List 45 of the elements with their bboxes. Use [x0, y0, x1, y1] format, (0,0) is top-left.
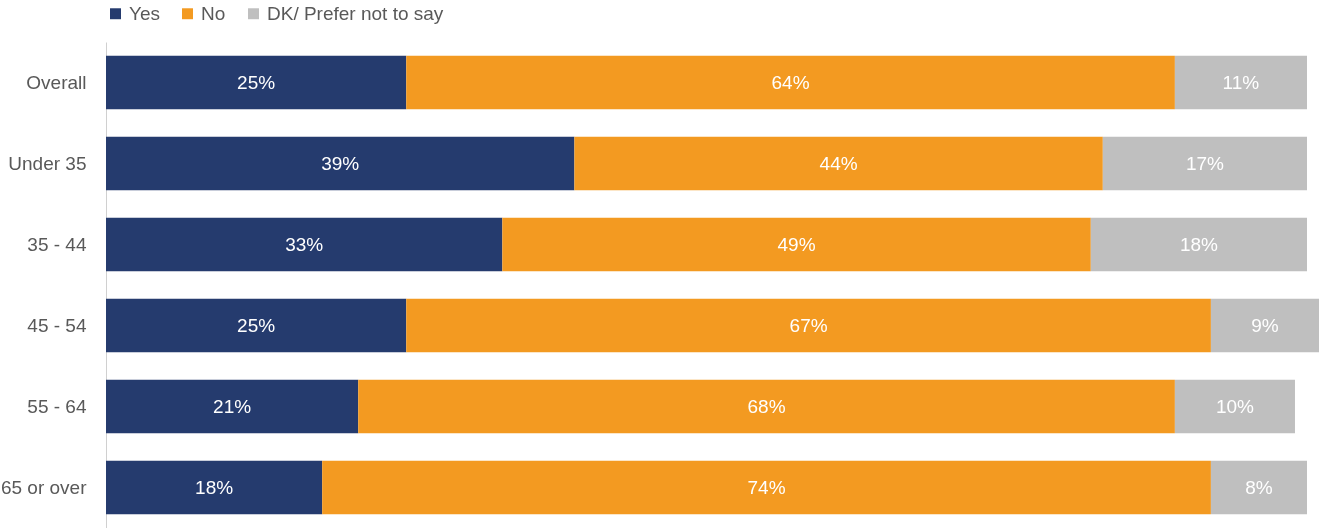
data-label: 8% [1245, 476, 1273, 498]
legend-label: Yes [129, 2, 160, 24]
data-label: 11% [1222, 71, 1260, 93]
data-label: 25% [237, 71, 276, 93]
data-label: 17% [1185, 152, 1225, 174]
data-label: 10% [1215, 395, 1255, 417]
bar [106, 217, 503, 272]
data-label: 67% [789, 314, 828, 336]
y-tick-label: 55 - 64 [27, 395, 87, 417]
y-tick-label: 65 or over [0, 476, 88, 498]
bar [106, 136, 575, 191]
data-label: 68% [747, 395, 786, 417]
data-label: 21% [213, 395, 252, 417]
data-label: 64% [771, 71, 810, 93]
bar [106, 298, 407, 353]
bar [322, 460, 1211, 515]
y-tick-label: 45 - 54 [27, 314, 87, 336]
data-label: 49% [777, 233, 816, 255]
y-tick-label: 35 - 44 [27, 233, 87, 255]
data-label: 39% [321, 152, 360, 174]
bar [1102, 136, 1307, 191]
legend-label: No [201, 2, 226, 24]
bar [574, 136, 1103, 191]
bar [406, 55, 1175, 110]
bar [1210, 460, 1307, 515]
data-label: 18% [1179, 233, 1219, 255]
data-label: 18% [195, 476, 234, 498]
bar [406, 298, 1211, 353]
y-tick-label: Overall [26, 71, 87, 93]
bar [358, 379, 1175, 434]
bar [106, 379, 359, 434]
data-label: 9% [1251, 314, 1279, 336]
data-label: 25% [237, 314, 276, 336]
bar [1090, 217, 1307, 272]
data-label: 44% [819, 152, 858, 174]
bar [1210, 298, 1319, 353]
bar [502, 217, 1091, 272]
y-tick-label: Under 35 [8, 152, 87, 174]
data-label: 33% [285, 233, 324, 255]
bar [1174, 379, 1295, 434]
legend-label: DK/ Prefer not to say [267, 2, 444, 24]
bar [106, 460, 323, 515]
bar [106, 55, 407, 110]
bar [1174, 55, 1307, 110]
data-label: 74% [747, 476, 786, 498]
